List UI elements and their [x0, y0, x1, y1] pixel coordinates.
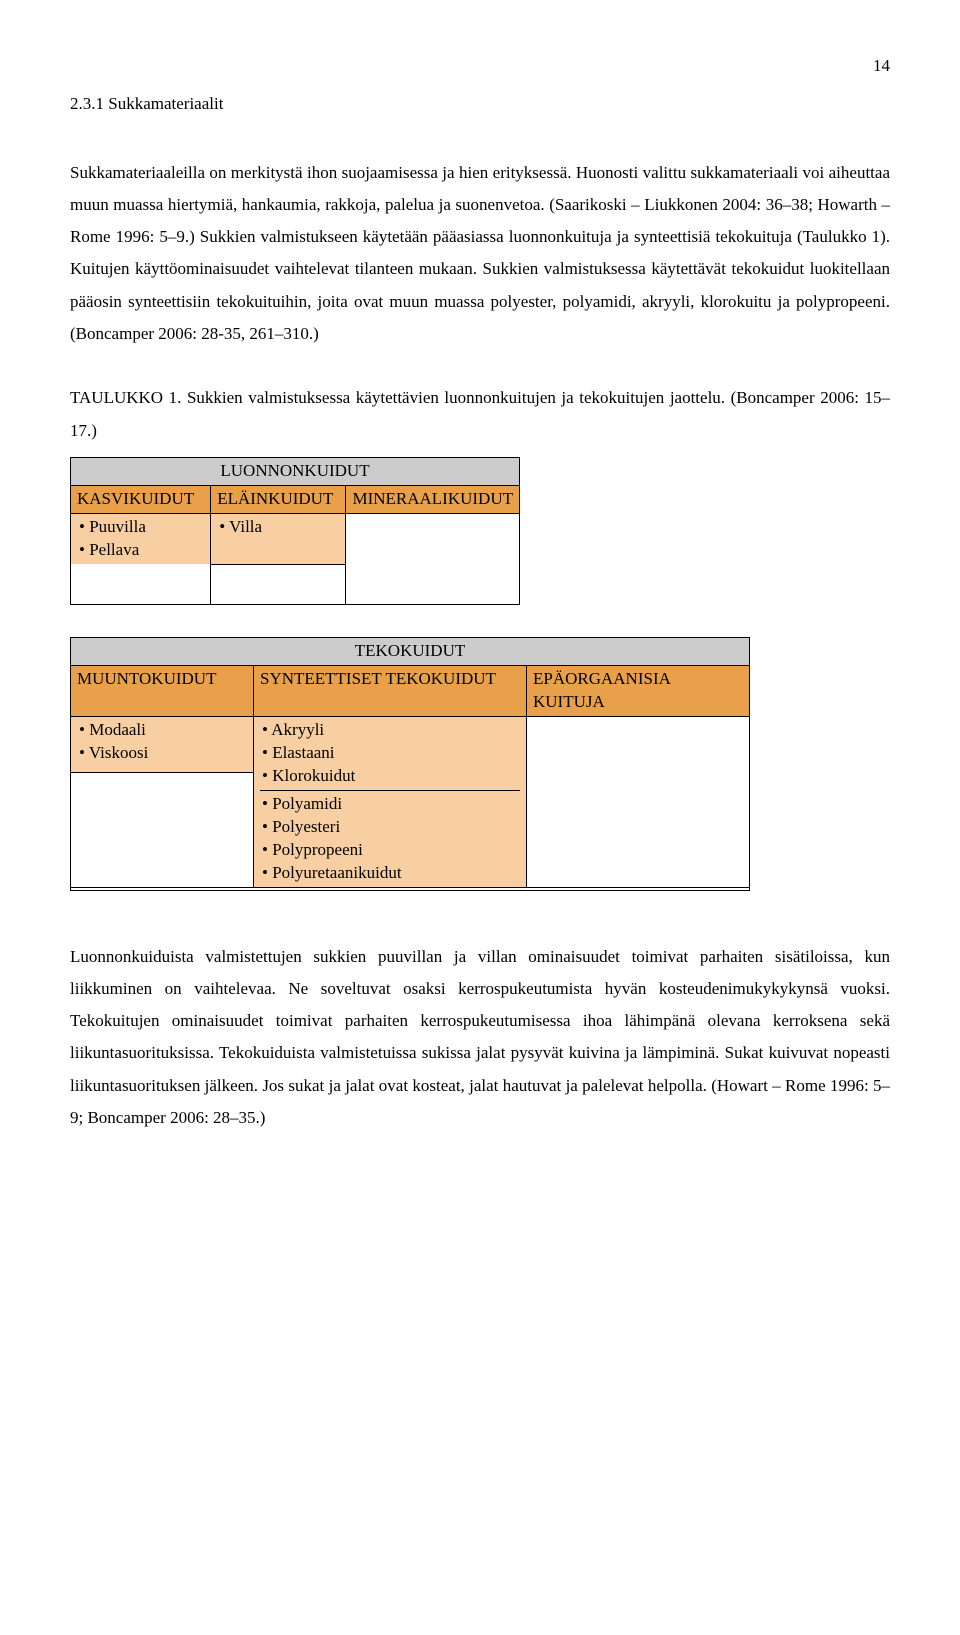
t1-c3-empty: [346, 513, 520, 564]
t2-col3-header: EPÄORGAANISIA KUITUJA: [527, 666, 750, 717]
section-heading: 2.3.1 Sukkamateriaalit: [70, 88, 890, 120]
t2-col2-header: SYNTEETTISET TEKOKUIDUT: [254, 666, 527, 717]
table-luonnonkuidut: LUONNONKUIDUT KASVIKUIDUT ELÄINKUIDUT MI…: [70, 457, 520, 605]
t1-c1-items: • Puuvilla • Pellava: [71, 513, 211, 564]
paragraph-1: Sukkamateriaaleilla on merkitystä ihon s…: [70, 157, 890, 351]
t1-col2-header: ELÄINKUIDUT: [211, 485, 346, 513]
t2-c2-items: • Akryyli • Elastaani • Klorokuidut • Po…: [254, 717, 527, 888]
paragraph-2: Luonnonkuiduista valmistettujen sukkien …: [70, 941, 890, 1135]
t2-c1-items: • Modaali • Viskoosi: [71, 717, 254, 773]
t1-header: LUONNONKUIDUT: [71, 457, 520, 485]
page-number: 14: [70, 50, 890, 82]
t2-col1-header: MUUNTOKUIDUT: [71, 666, 254, 717]
t2-c3-empty: [527, 717, 750, 888]
table-caption: TAULUKKO 1. Sukkien valmistuksessa käyte…: [70, 382, 890, 447]
t1-col3-header: MINERAALIKUIDUT: [346, 485, 520, 513]
t1-c2-items: • Villa: [211, 513, 346, 564]
table-tekokuidut: TEKOKUIDUT MUUNTOKUIDUT SYNTEETTISET TEK…: [70, 637, 750, 890]
t1-col1-header: KASVIKUIDUT: [71, 485, 211, 513]
t2-header: TEKOKUIDUT: [71, 638, 750, 666]
